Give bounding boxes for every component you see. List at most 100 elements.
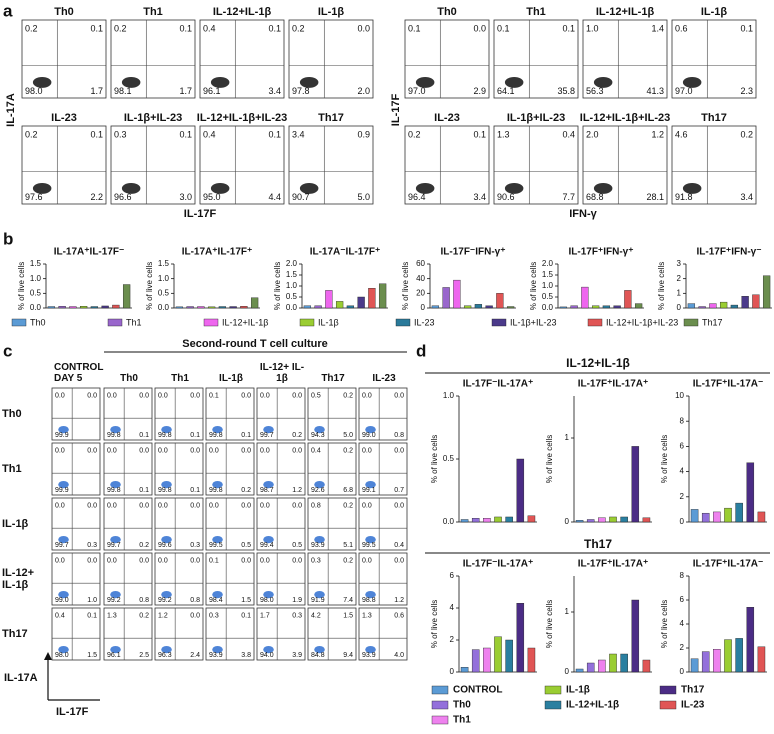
legend-label: Th1 bbox=[126, 317, 142, 327]
quadrant-value: 0.0 bbox=[55, 392, 65, 399]
quadrant-value: 0.1 bbox=[241, 432, 251, 439]
quadrant-value: 4.0 bbox=[394, 652, 404, 659]
y-tick-label: 1.0 bbox=[158, 274, 170, 283]
plot-title: Th0 bbox=[437, 6, 457, 18]
quadrant-value: 0.2 bbox=[139, 612, 149, 619]
bar bbox=[516, 458, 525, 523]
bar bbox=[724, 639, 732, 673]
bar bbox=[701, 512, 710, 523]
plot-title: Th1 bbox=[526, 6, 546, 18]
bar bbox=[303, 305, 312, 309]
bar bbox=[101, 305, 109, 309]
legend-label: IL-12+IL-1β+IL-23 bbox=[606, 317, 678, 327]
bar bbox=[431, 305, 440, 309]
bar bbox=[485, 305, 493, 309]
quadrant-value: 99.7 bbox=[55, 542, 69, 549]
quadrant-value: 0.0 bbox=[394, 557, 404, 564]
cell-cloud bbox=[121, 182, 141, 194]
y-tick-label: 0 bbox=[680, 667, 685, 676]
y-arrow-head bbox=[44, 652, 52, 660]
bar bbox=[453, 279, 461, 309]
y-tick-label: 0 bbox=[421, 303, 426, 312]
bar bbox=[314, 305, 322, 309]
bar bbox=[620, 653, 628, 673]
quadrant-value: 1.7 bbox=[260, 612, 270, 619]
y-tick-label: 8 bbox=[680, 416, 685, 425]
y-tick-label: 2 bbox=[680, 643, 685, 652]
cell-cloud bbox=[110, 480, 121, 489]
plot-title: IL-12+IL-1β+IL-23 bbox=[197, 112, 287, 124]
quadrant-value: 3.4 bbox=[740, 192, 753, 202]
chart-title: IL-17F⁻IL-17A⁺ bbox=[463, 559, 534, 570]
quadrant-value: 1.2 bbox=[394, 597, 404, 604]
quadrant-value: 97.6 bbox=[25, 192, 43, 202]
quadrant-value: 0.2 bbox=[408, 130, 421, 140]
cell-cloud bbox=[161, 535, 172, 544]
bar bbox=[346, 305, 355, 309]
bar bbox=[713, 649, 721, 673]
bar bbox=[586, 519, 595, 523]
quadrant-value: 0.0 bbox=[362, 502, 372, 509]
row-header: Th17 bbox=[2, 627, 28, 640]
quadrant-value: 3.0 bbox=[179, 192, 192, 202]
quadrant-value: 99.2 bbox=[158, 597, 172, 604]
quadrant-value: 98.1 bbox=[114, 86, 132, 96]
panel-label: a bbox=[3, 1, 13, 20]
quadrant-value: 0.5 bbox=[241, 542, 251, 549]
bar bbox=[368, 288, 376, 309]
bar bbox=[207, 306, 216, 309]
panel-label: b bbox=[3, 229, 13, 248]
column-header: IL-12+ IL-1β bbox=[259, 362, 305, 384]
bar bbox=[634, 303, 643, 309]
bar bbox=[730, 304, 739, 309]
plot-title: IL-12+IL-1β+IL-23 bbox=[580, 112, 670, 124]
quadrant-value: 0.3 bbox=[209, 612, 219, 619]
bar bbox=[527, 647, 536, 673]
quadrant-value: 99.7 bbox=[107, 542, 121, 549]
quadrant-value: 41.3 bbox=[646, 86, 664, 96]
bar bbox=[505, 639, 513, 673]
column-header: Th0 bbox=[120, 373, 138, 384]
y-tick-label: 2.0 bbox=[286, 259, 298, 268]
bar bbox=[586, 662, 595, 673]
bar bbox=[471, 518, 480, 523]
cell-cloud bbox=[58, 645, 69, 654]
quadrant-value: 28.1 bbox=[646, 192, 664, 202]
quadrant-value: 7.4 bbox=[343, 597, 353, 604]
legend-swatch bbox=[431, 685, 449, 695]
bar bbox=[90, 306, 99, 309]
bar bbox=[494, 636, 502, 673]
y-tick-label: 2 bbox=[677, 274, 682, 283]
bar bbox=[598, 517, 606, 523]
bar bbox=[609, 653, 617, 673]
bar bbox=[613, 305, 621, 309]
y-tick-label: 1.0 bbox=[30, 274, 42, 283]
bar bbox=[527, 515, 536, 523]
quadrant-value: 0.0 bbox=[139, 392, 149, 399]
y-axis-label: % of live cells bbox=[430, 600, 439, 648]
cell-cloud bbox=[161, 590, 172, 599]
bar bbox=[570, 305, 578, 309]
quadrant-value: 56.3 bbox=[586, 86, 604, 96]
y-axis-label: % of live cells bbox=[545, 600, 554, 648]
legend-label: CONTROL bbox=[453, 685, 502, 696]
bar bbox=[335, 301, 344, 309]
cell-cloud bbox=[593, 182, 613, 194]
legend-label: Th17 bbox=[702, 317, 723, 327]
cell-cloud bbox=[314, 480, 325, 489]
plot-title: Th1 bbox=[143, 6, 163, 18]
bar bbox=[752, 294, 760, 309]
legend-swatch bbox=[11, 318, 27, 327]
legend-label: IL-12+IL-1β bbox=[566, 700, 619, 711]
quadrant-value: 0.3 bbox=[114, 130, 127, 140]
quadrant-value: 99.8 bbox=[158, 432, 172, 439]
quadrant-value: 96.6 bbox=[114, 192, 132, 202]
plot-title: Th17 bbox=[318, 112, 344, 124]
plot-title: Th0 bbox=[54, 6, 74, 18]
column-header: Th17 bbox=[321, 373, 345, 384]
quadrant-value: 0.1 bbox=[139, 432, 149, 439]
quadrant-value: 0.0 bbox=[55, 502, 65, 509]
quadrant-value: 97.0 bbox=[675, 86, 693, 96]
quadrant-value: 99.5 bbox=[209, 542, 223, 549]
